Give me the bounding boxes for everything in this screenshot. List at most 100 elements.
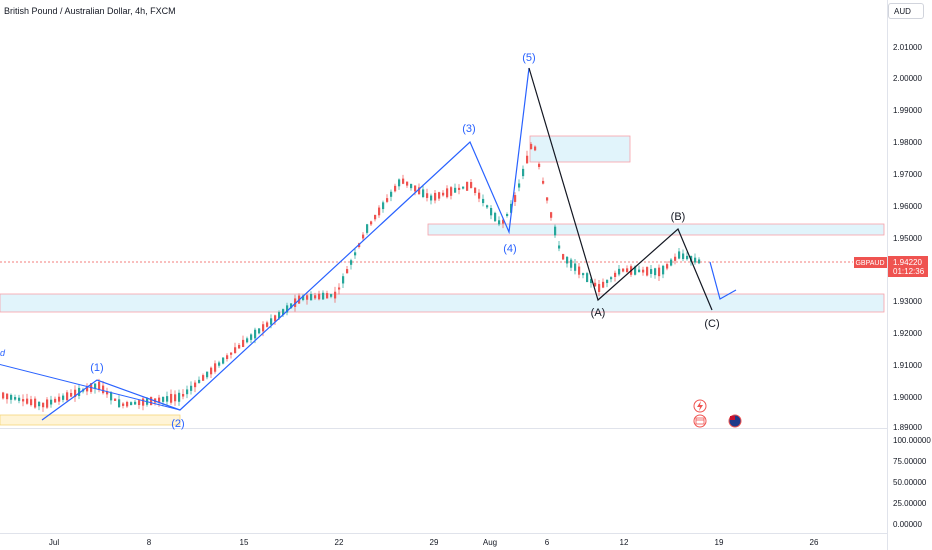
candle-body [426,193,429,198]
supply-zone-top[interactable] [529,135,631,163]
candle-body [362,234,365,239]
candle-body [450,187,453,196]
calendar-event-icon[interactable] [693,414,707,428]
candle-body [262,324,265,332]
price-axis[interactable]: 2.01000 2.00000 1.99000 1.98000 1.97000 … [893,43,922,432]
candle-body [470,182,473,188]
candle-body [618,268,621,275]
candle-body [438,192,441,199]
candle-body [170,393,173,403]
resistance-zone[interactable] [427,223,885,236]
support-zone[interactable] [0,293,885,313]
candle-body [682,253,685,260]
candle-body [662,265,665,275]
time-axis[interactable]: Jul 8 15 22 29 Aug 6 12 19 26 [49,538,819,547]
candle-body [486,205,489,208]
candle-body [302,295,305,301]
time-tick: 12 [620,538,629,547]
price-tick: 2.01000 [893,43,922,52]
time-tick: 8 [147,538,152,547]
candle-body [30,399,33,406]
wave-label-a: (A) [591,307,606,319]
wave-label-5: (5) [522,52,535,64]
candle-body [594,282,597,287]
candle-body [566,256,569,264]
candle-body [626,268,629,273]
price-tick: 1.92000 [893,329,922,338]
price-tick: 2.00000 [893,74,922,83]
candle-body [534,146,537,151]
price-tick: 1.96000 [893,202,922,211]
candle-body [110,392,113,401]
candle-body [390,191,393,197]
candle-body [278,312,281,319]
time-tick: Aug [483,538,497,547]
indicator-tick: 0.00000 [893,520,922,529]
candle-body [578,266,581,275]
candle-body [2,392,5,399]
indicator-axis[interactable]: 100.00000 75.00000 50.00000 25.00000 0.0… [893,436,931,529]
flag-au-icon[interactable] [728,414,742,428]
candle-body [602,281,605,288]
candle-body [190,385,193,391]
candle-body [118,399,121,408]
price-tick: 1.89000 [893,423,922,432]
candle-body [158,397,161,403]
indicator-tick: 50.00000 [893,478,927,487]
candle-body [678,251,681,259]
lightning-icon[interactable] [693,399,707,413]
time-tick: 26 [810,538,819,547]
candle-body [694,257,697,263]
candle-body [410,183,413,189]
candle-body [394,185,397,192]
symbol-badge-text: GBPAUD [855,260,884,267]
time-tick: Jul [49,538,59,547]
candle-body [518,183,521,188]
candle-body [178,392,181,402]
current-price-value: 1.94220 [893,258,922,267]
candle-body [374,214,377,220]
candle-body [610,277,613,280]
candle-body [162,396,165,402]
candle-body [598,284,601,292]
candle-body [398,179,401,187]
candle-body [194,382,197,388]
candle-body [270,318,273,325]
candle-body [70,392,73,397]
candle-body [166,396,169,402]
candle-body [98,381,101,390]
price-tick: 1.99000 [893,106,922,115]
candle-body [310,293,313,301]
candle-body [686,255,689,260]
partial-channel-label: d [0,348,6,358]
candle-body [58,396,61,402]
candle-body [514,195,517,202]
candle-body [666,264,669,269]
candle-body [294,298,297,307]
candle-body [174,394,177,402]
candle-body [202,375,205,381]
wave-label-b: (B) [671,211,686,223]
price-candles [2,142,701,412]
candle-body [590,279,593,284]
candle-body [226,355,229,360]
candle-body [222,357,225,364]
candle-body [206,371,209,378]
demand-zone-bottom[interactable] [0,414,181,426]
wave-label-1: (1) [90,362,103,374]
currency-selector[interactable]: AUD [888,3,924,19]
impulse-wave-line [41,67,530,421]
candle-body [274,315,277,322]
candle-body [126,401,129,407]
candle-body [586,273,589,283]
candle-body [246,338,249,343]
candle-body [66,392,69,401]
time-tick: 15 [240,538,249,547]
candle-body [650,269,653,274]
candle-body [634,266,637,275]
bar-countdown: 01:12:36 [893,267,925,276]
price-tick: 1.95000 [893,234,922,243]
candle-body [406,181,409,186]
candle-body [490,208,493,216]
